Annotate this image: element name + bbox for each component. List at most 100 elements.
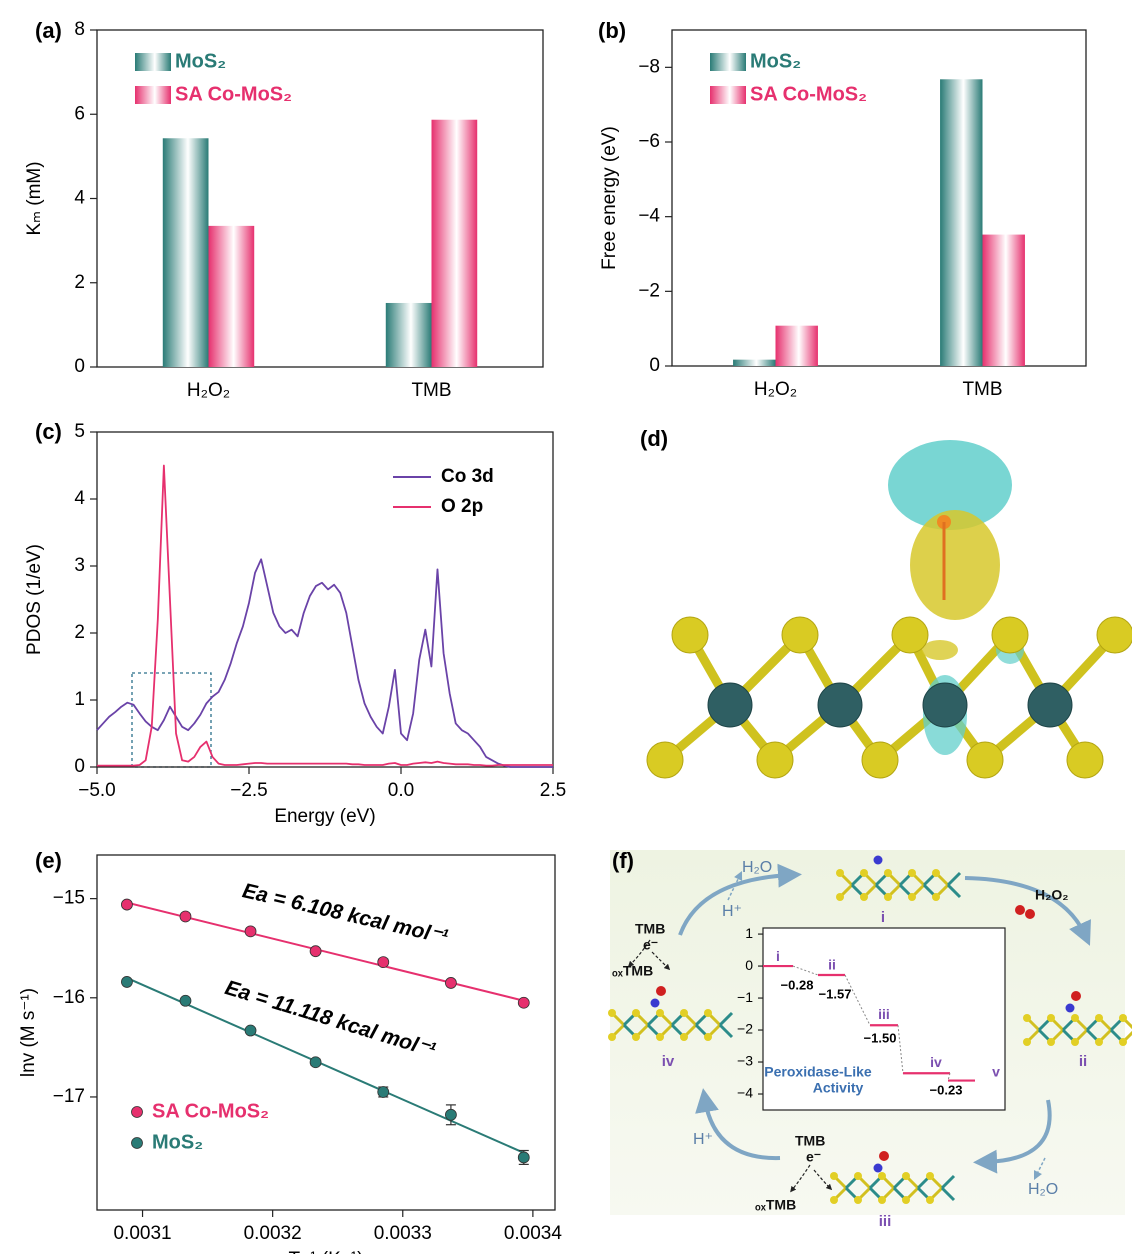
atom-sulfur	[680, 1033, 688, 1041]
atom-sulfur	[656, 1009, 664, 1017]
legend-label: SA Co-MoS₂	[152, 1100, 269, 1122]
atom-sulfur	[1047, 1014, 1055, 1022]
oxidized-label: ₒₓTMB	[755, 1197, 796, 1213]
atom-sulfur	[830, 1172, 838, 1180]
arrow	[627, 939, 651, 968]
bar	[982, 234, 1025, 366]
atom-sulfur	[1119, 1038, 1127, 1046]
step-label: −0.28	[781, 978, 814, 993]
bar	[208, 225, 255, 367]
step-connector	[897, 1025, 904, 1074]
level-label: iv	[930, 1054, 942, 1070]
atom-oxygen	[1071, 991, 1081, 1001]
y-tick-label: −4	[638, 206, 660, 227]
y-tick-label: −1	[737, 989, 753, 1005]
bar	[940, 79, 983, 366]
legend-swatch	[710, 86, 746, 104]
legend-marker	[131, 1137, 143, 1149]
panel-label: (f)	[612, 848, 634, 873]
atom-sulfur	[878, 1172, 886, 1180]
panel-label: (b)	[598, 18, 626, 43]
proton-label: H⁺	[722, 903, 742, 920]
y-tick-label: −16	[53, 987, 85, 1008]
y-tick-label: 0	[649, 355, 660, 376]
atom-sulfur	[908, 893, 916, 901]
step-connector	[947, 1073, 951, 1081]
x-tick-label: TMB	[411, 380, 451, 401]
level-label: i	[776, 948, 780, 964]
data-point	[517, 1151, 530, 1164]
y-tick-label: 2	[74, 622, 85, 643]
arrow	[651, 951, 671, 971]
bar	[385, 302, 432, 367]
oxidized-label: ₒₓTMB	[612, 963, 653, 979]
x-tick-label: 0.0031	[113, 1223, 171, 1244]
y-tick-label: −15	[53, 888, 85, 909]
atom-sulfur	[908, 869, 916, 877]
data-point	[309, 1056, 322, 1069]
data-point	[445, 977, 457, 989]
level-label: v	[992, 1063, 1000, 1079]
atom-sulfur	[1095, 1038, 1103, 1046]
legend-swatch	[710, 53, 746, 71]
atom-sulfur	[836, 893, 844, 901]
atom-oxygen	[656, 986, 666, 996]
level-label: ii	[828, 957, 836, 973]
atom-nitrogen	[1065, 1003, 1075, 1013]
y-tick-label: 3	[74, 555, 85, 576]
atom-nitrogen	[873, 1163, 883, 1173]
y-axis-label: Kₘ (mM)	[24, 161, 45, 235]
legend-label: MoS₂	[152, 1131, 203, 1153]
x-axis-label: T⁻¹ (K⁻¹)	[289, 1249, 364, 1254]
atom-sulfur	[926, 1172, 934, 1180]
legend-label: SA Co-MoS₂	[175, 83, 292, 105]
proton-label: H⁺	[693, 1131, 713, 1148]
data-point	[244, 1024, 257, 1037]
atom-molybdenum	[707, 682, 753, 728]
step-connector	[844, 974, 871, 1026]
atom-sulfur	[1066, 741, 1104, 779]
atom-sulfur	[861, 741, 899, 779]
panel-label: (a)	[35, 18, 62, 43]
atom-sulfur	[608, 1033, 616, 1041]
atom-nitrogen	[650, 998, 660, 1008]
y-axis-label: PDOS (1/eV)	[24, 544, 45, 655]
step-label: −0.23	[930, 1083, 963, 1098]
atom-molybdenum	[817, 682, 863, 728]
molecule-h2o2	[1025, 909, 1035, 919]
atom-sulfur	[902, 1172, 910, 1180]
product-label: H₂O	[742, 859, 772, 876]
substrate-label: TMB	[795, 1133, 825, 1149]
x-tick-label: 0.0032	[244, 1223, 302, 1244]
x-tick-label: TMB	[962, 379, 1002, 400]
x-tick-label: −5.0	[78, 780, 116, 801]
y-axis-label: lnv (M s⁻¹)	[18, 988, 39, 1077]
bar	[733, 359, 776, 366]
data-point	[179, 994, 192, 1007]
state-label: i	[881, 909, 885, 926]
atom-sulfur	[632, 1009, 640, 1017]
atom-sulfur	[991, 616, 1029, 654]
bond	[946, 883, 962, 899]
state-label: iv	[662, 1053, 675, 1070]
legend-label: O 2p	[441, 496, 483, 517]
series-line	[97, 464, 553, 767]
atom-sulfur	[1071, 1014, 1079, 1022]
y-tick-label: 0	[74, 756, 85, 777]
arrow	[813, 1169, 833, 1191]
electron-arrows	[627, 939, 833, 1193]
state-label: iii	[879, 1213, 892, 1230]
data-point	[445, 1108, 457, 1121]
atom-sulfur	[608, 1009, 616, 1017]
atom-sulfur	[671, 616, 709, 654]
isosurface	[888, 440, 1012, 530]
bond	[946, 871, 962, 887]
x-tick-label: H₂O₂	[187, 380, 230, 401]
level-label: iii	[878, 1006, 890, 1022]
y-tick-label: 4	[74, 188, 85, 209]
atom-sulfur	[884, 893, 892, 901]
y-tick-label: 8	[74, 19, 85, 40]
data-point	[377, 956, 390, 968]
atom-sulfur	[966, 741, 1004, 779]
plot-frame	[671, 29, 1087, 367]
